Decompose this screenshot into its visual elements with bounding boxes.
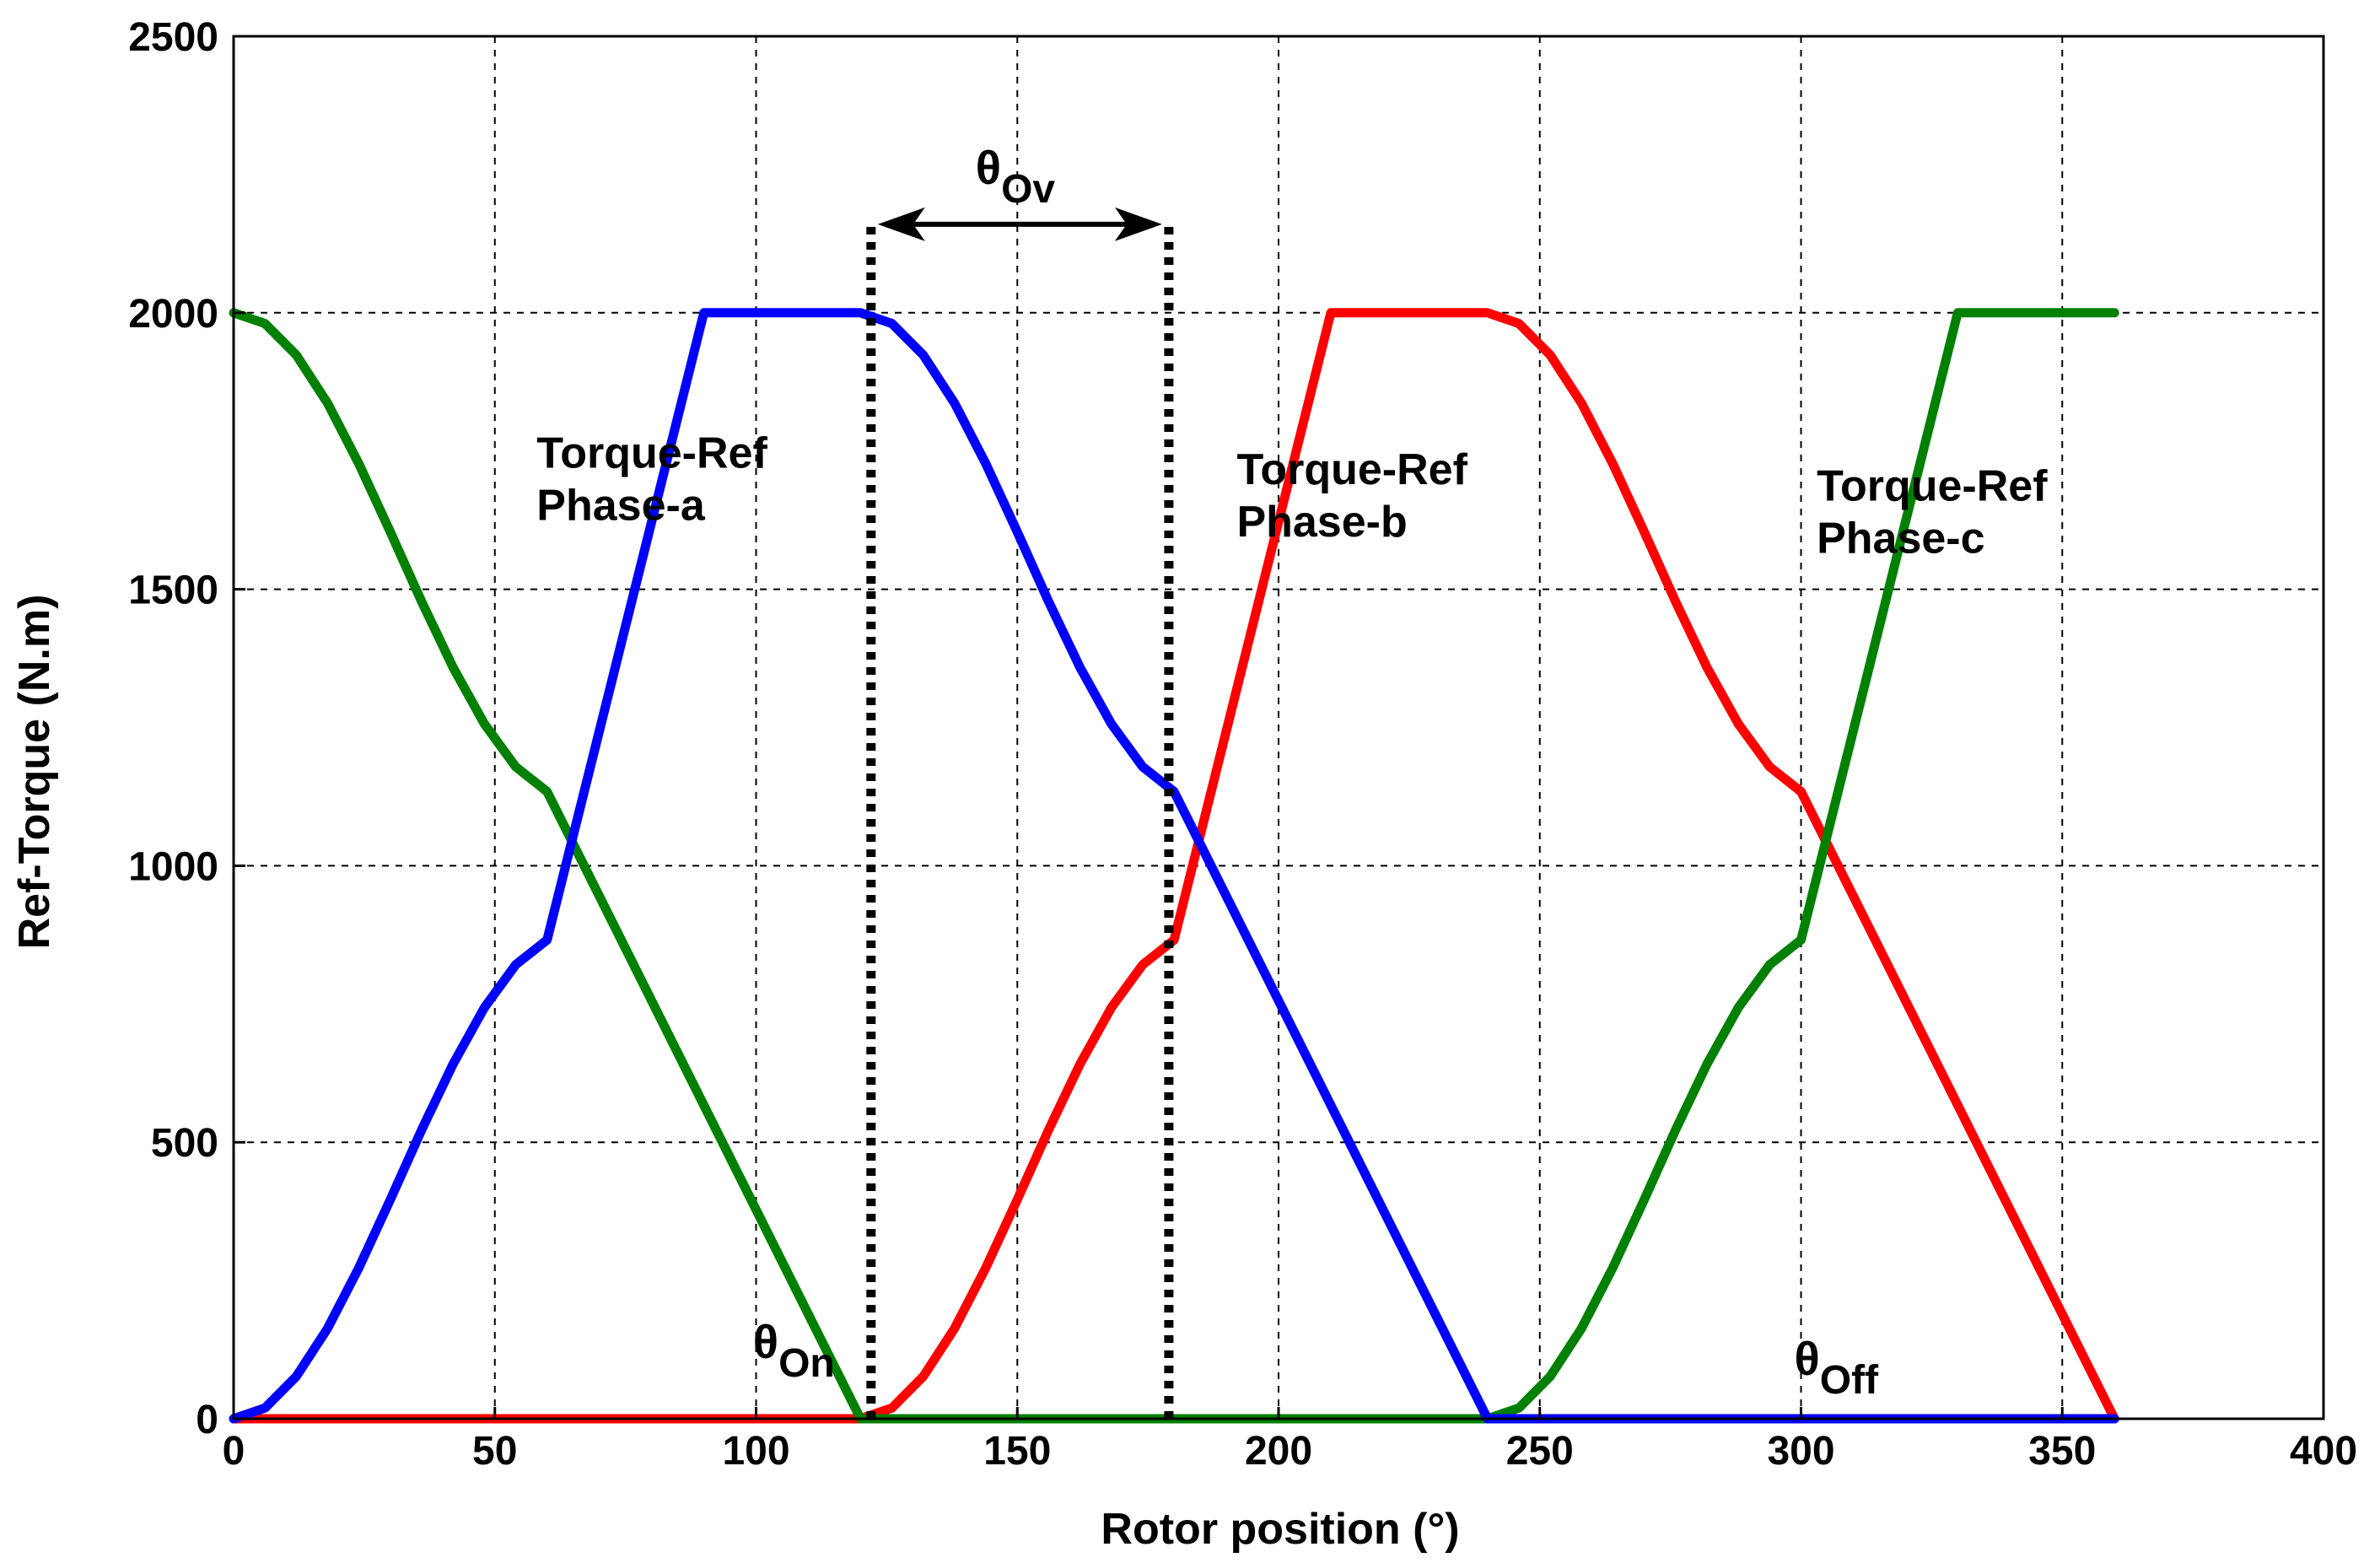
- theta-ov-label: θOv: [976, 141, 1056, 212]
- annotation-phase-b: Phase-b: [1236, 498, 1407, 547]
- theta-off-label: θOff: [1795, 1332, 1880, 1403]
- y-tick-label: 1500: [128, 569, 218, 613]
- y-tick-label: 500: [151, 1121, 218, 1166]
- theta-ov-label-subscript: Ov: [1001, 167, 1055, 212]
- x-tick-label: 350: [2028, 1429, 2096, 1474]
- x-tick-label: 400: [2290, 1429, 2357, 1474]
- x-axis-label: Rotor position (°): [1101, 1505, 1459, 1554]
- annotations: Torque-RefPhase-aTorque-RefPhase-bTorque…: [536, 428, 2048, 563]
- y-tick-label: 2500: [128, 15, 218, 60]
- theta-off-label-symbol: θ: [1795, 1332, 1820, 1385]
- annotation-phase-c: Phase-c: [1817, 515, 1984, 563]
- theta-on-label-symbol: θ: [753, 1315, 778, 1368]
- y-tick-label: 0: [196, 1398, 218, 1442]
- overlap-arrow-right-head: [1114, 207, 1162, 241]
- x-tick-label: 100: [722, 1429, 789, 1474]
- x-tick-label: 0: [223, 1429, 245, 1474]
- theta-on-label-subscript: On: [778, 1341, 835, 1386]
- series-line-torque-ref-phase-b: [229, 308, 2119, 1424]
- x-tick-label: 200: [1245, 1429, 1312, 1474]
- y-tick-label: 2000: [128, 292, 218, 337]
- grid-lines: [234, 36, 2323, 1419]
- overlap-arrow-left-head: [877, 207, 925, 241]
- tick-labels: 0 50 100 150 200 250 300 350 400 0 500 1000 1500 2000…: [128, 15, 2357, 1474]
- annotation-phase-b: Torque-Ref: [1236, 445, 1467, 494]
- theta-off-label-subscript: Off: [1820, 1358, 1879, 1403]
- y-axis-label: Ref-Torque (N.m): [10, 595, 59, 950]
- annotation-phase-a: Phase-a: [536, 481, 706, 530]
- series-line-torque-ref-phase-a: [229, 308, 2119, 1424]
- x-tick-label: 150: [983, 1429, 1051, 1474]
- x-tick-label: 250: [1506, 1429, 1574, 1474]
- theta-ov-label-symbol: θ: [976, 141, 1001, 194]
- annotation-phase-a: Torque-Ref: [536, 428, 767, 477]
- annotation-phase-c: Torque-Ref: [1817, 462, 2048, 511]
- x-tick-label: 50: [472, 1429, 517, 1474]
- x-tick-label: 300: [1767, 1429, 1834, 1474]
- y-tick-label: 1000: [128, 844, 218, 889]
- theta-on-label: θOn: [753, 1315, 835, 1386]
